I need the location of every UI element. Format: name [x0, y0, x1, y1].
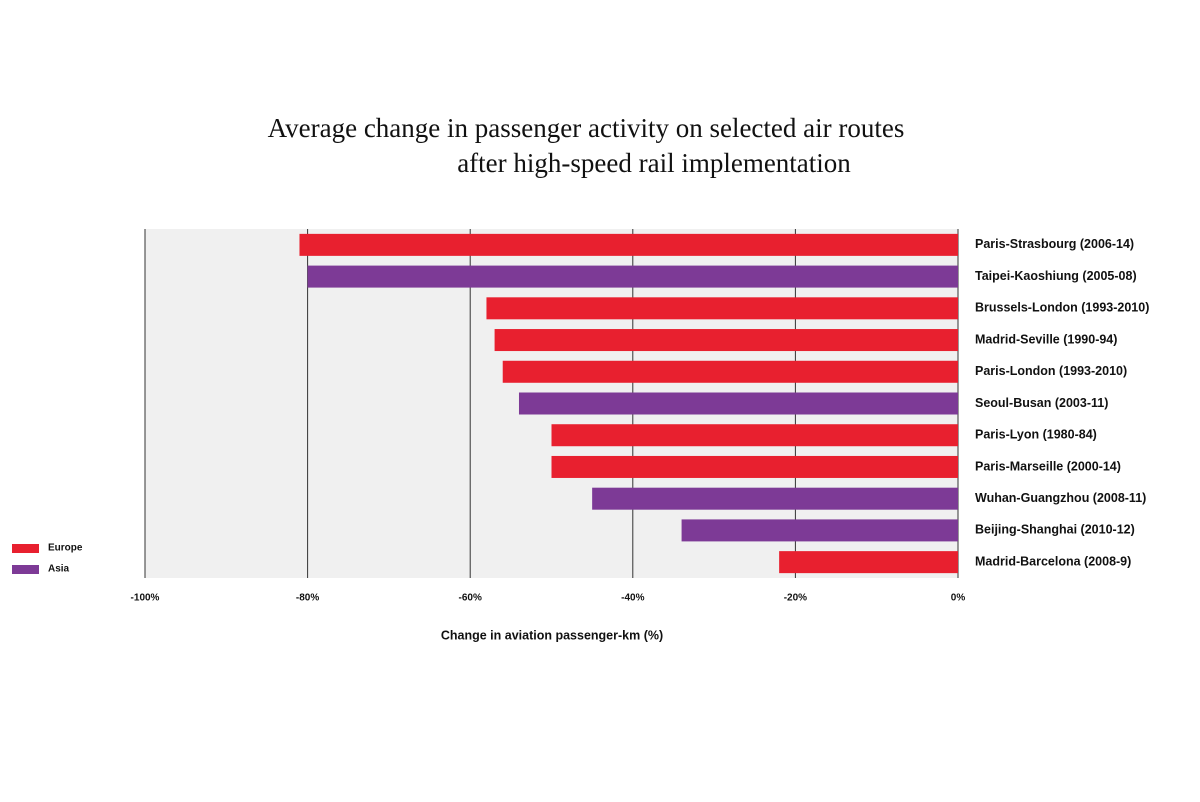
x-tick-label: -20%	[784, 593, 807, 604]
y-tick-label: Taipei-Kaoshiung (2005-08)	[975, 269, 1137, 283]
y-tick-label: Paris-Lyon (1980-84)	[975, 428, 1097, 442]
y-tick-label: Paris-Strasbourg (2006-14)	[975, 237, 1134, 251]
bar	[299, 233, 959, 256]
legend-label: Asia	[48, 564, 70, 575]
legend-swatch	[12, 544, 39, 553]
bar	[307, 265, 959, 288]
y-tick-label: Wuhan-Guangzhou (2008-11)	[975, 491, 1146, 505]
chart-title: Average change in passenger activity on …	[268, 113, 905, 143]
bar	[494, 329, 958, 352]
bar	[779, 551, 958, 574]
x-tick-label: 0%	[951, 593, 966, 604]
bar	[502, 360, 958, 383]
bar	[551, 424, 958, 447]
y-tick-label: Madrid-Barcelona (2008-9)	[975, 554, 1131, 568]
x-tick-label: -60%	[459, 593, 482, 604]
legend-label: Europe	[48, 543, 83, 554]
bar	[551, 455, 958, 478]
y-tick-label: Paris-London (1993-2010)	[975, 364, 1127, 378]
chart-title: after high-speed rail implementation	[457, 148, 851, 178]
x-tick-label: -80%	[296, 593, 319, 604]
x-axis-label: Change in aviation passenger-km (%)	[441, 628, 663, 642]
y-tick-label: Brussels-London (1993-2010)	[975, 301, 1149, 315]
bar	[592, 487, 958, 510]
bar	[486, 297, 958, 320]
x-tick-label: -100%	[131, 593, 160, 604]
y-tick-label: Seoul-Busan (2003-11)	[975, 396, 1108, 410]
bar	[681, 519, 958, 542]
bar	[518, 392, 958, 415]
y-tick-label: Paris-Marseille (2000-14)	[975, 459, 1121, 473]
y-tick-label: Madrid-Seville (1990-94)	[975, 332, 1117, 346]
x-tick-label: -40%	[621, 593, 644, 604]
legend-swatch	[12, 565, 39, 574]
y-tick-label: Beijing-Shanghai (2010-12)	[975, 523, 1135, 537]
